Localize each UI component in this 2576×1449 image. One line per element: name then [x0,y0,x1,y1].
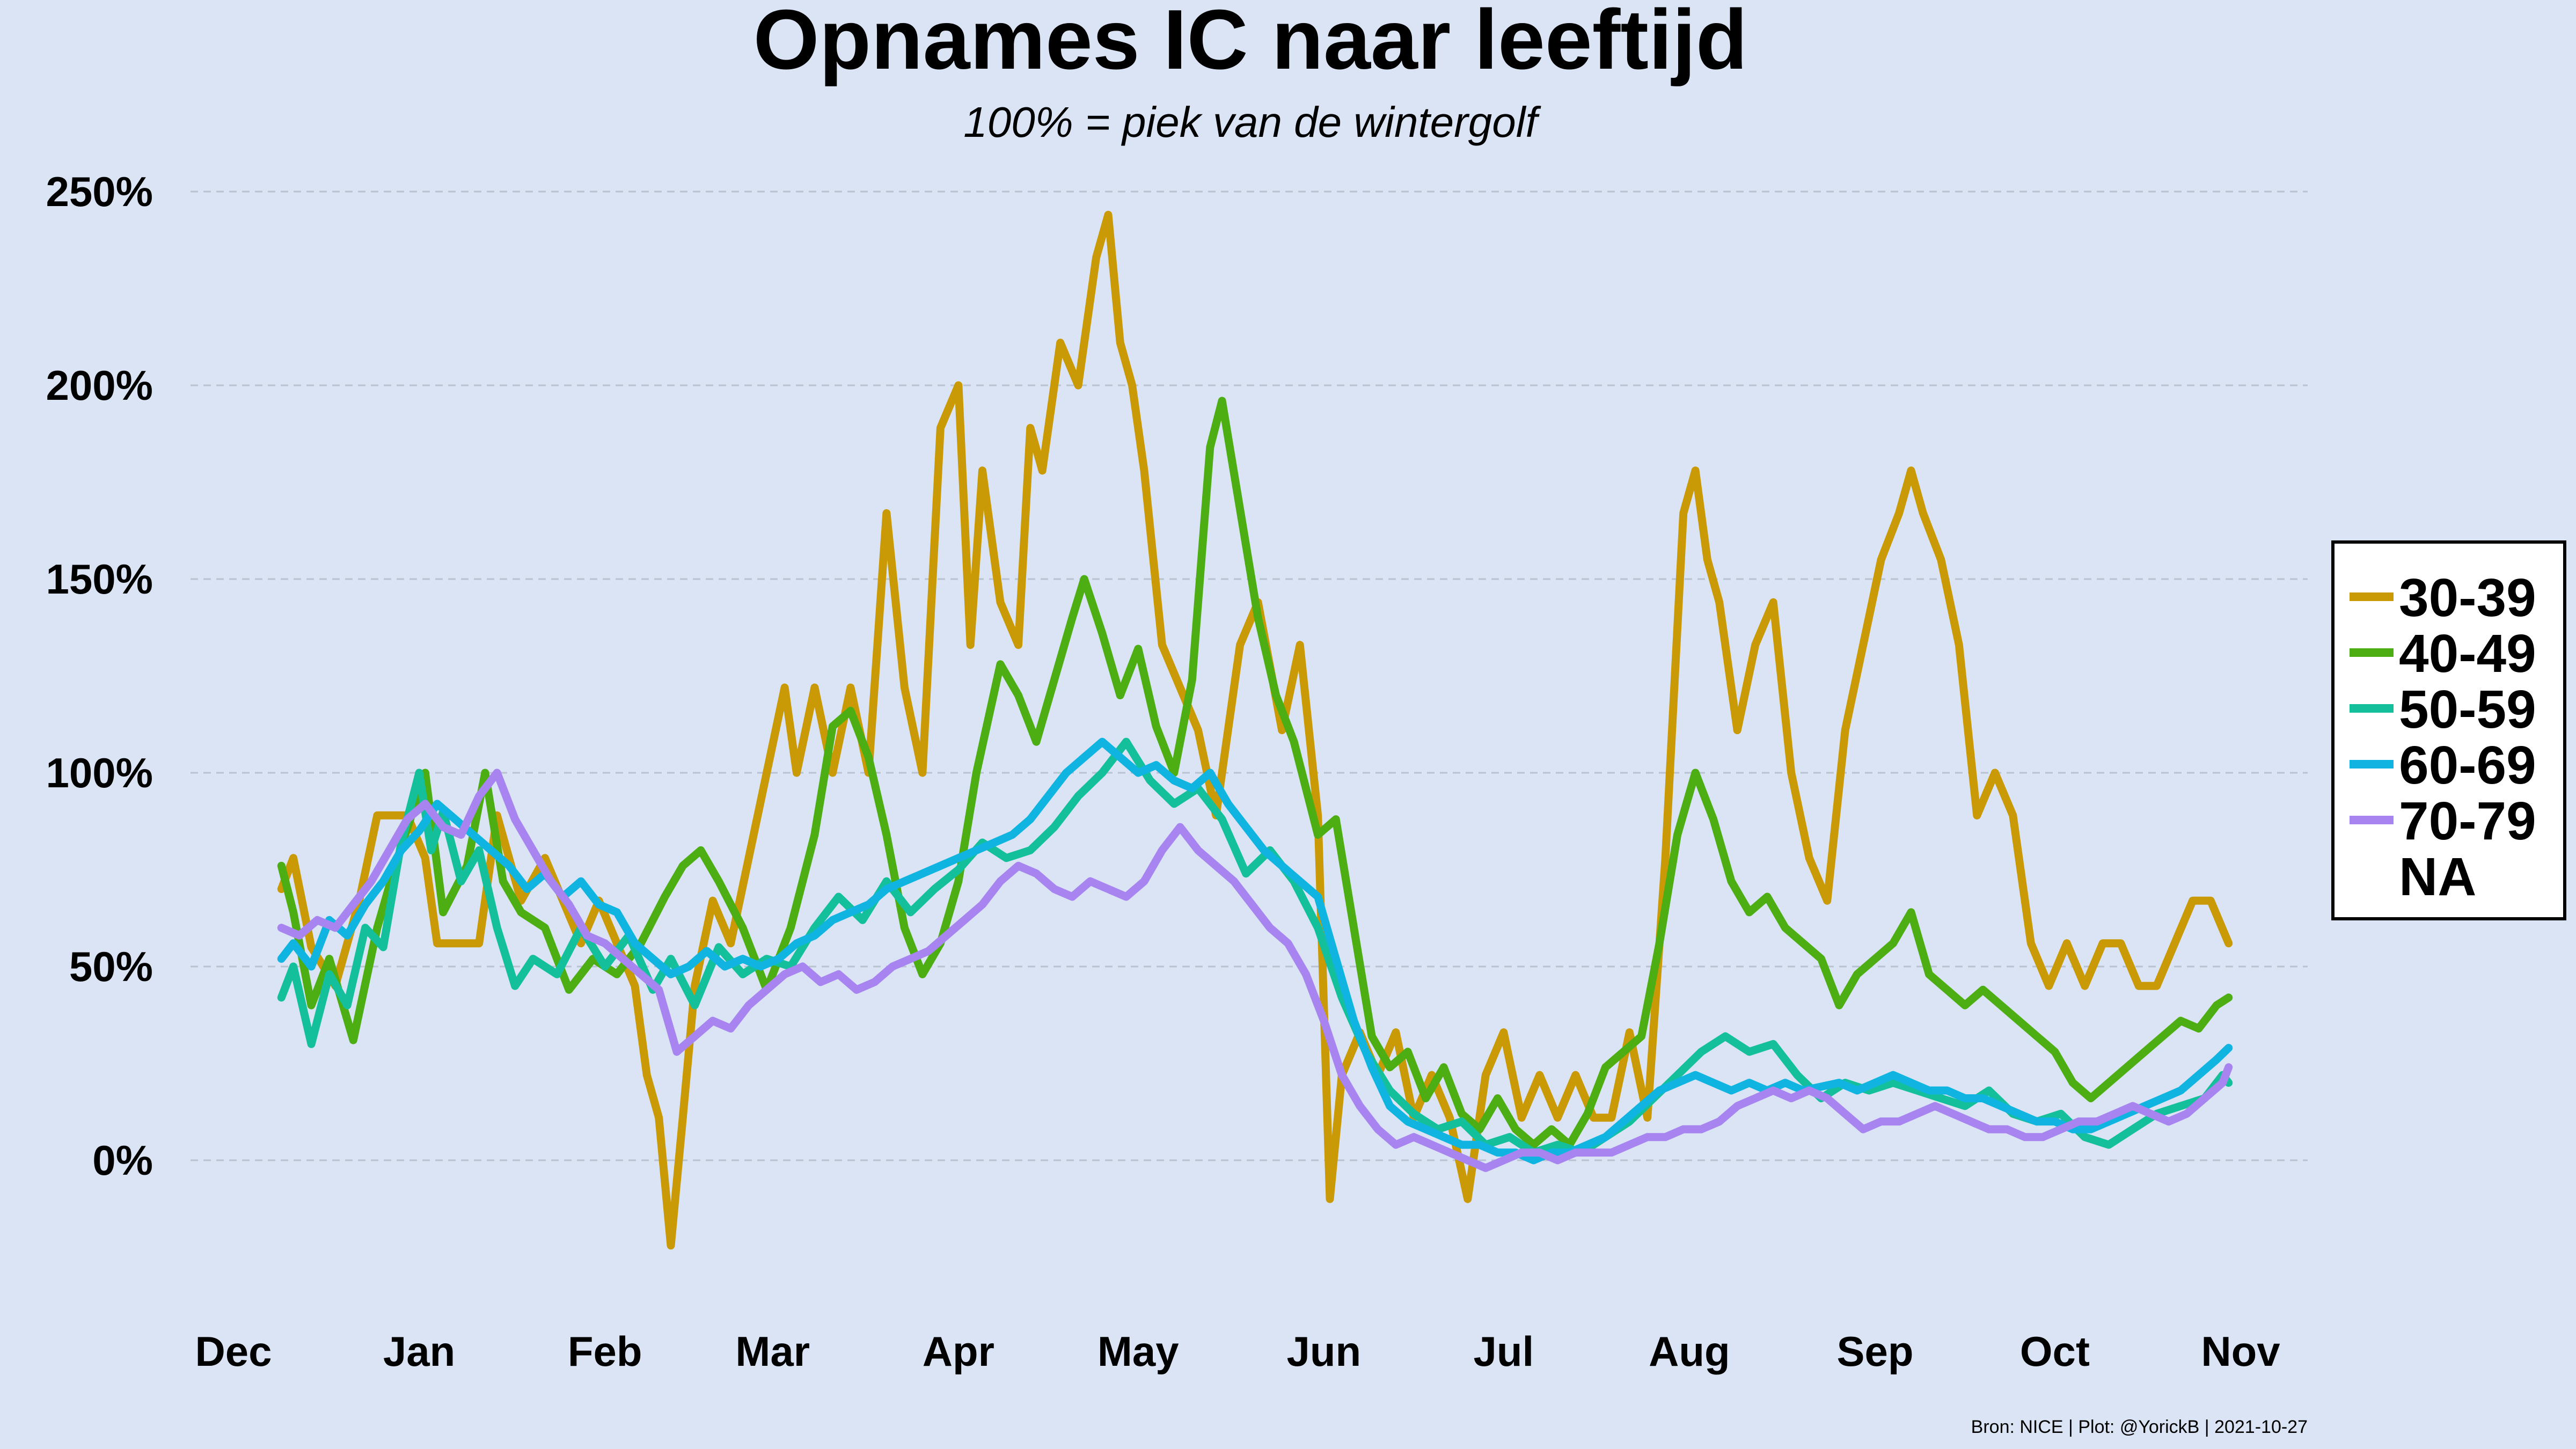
y-tick-label: 50% [69,943,153,990]
series-line-60-69 [277,737,2233,1165]
series-line-40-49 [277,397,2233,1149]
x-tick-label: Sep [1836,1328,1913,1375]
series-line-50-59 [277,737,2233,1157]
x-tick-label: Oct [2020,1328,2090,1375]
gridlines [191,191,2308,1161]
chart-subtitle: 100% = piek van de wintergolf [963,98,1541,146]
legend-label-50-59: 50-59 [2399,679,2536,740]
x-tick-label: May [1097,1328,1179,1375]
y-tick-label: 250% [46,168,153,215]
y-tick-label: 100% [46,749,153,796]
x-tick-label: Aug [1649,1328,1730,1375]
caption: Bron: NICE | Plot: @YorickB | 2021-10-27 [1971,1417,2308,1437]
y-tick-label: 150% [46,555,153,603]
legend-label-40-49: 40-49 [2399,624,2536,684]
x-tick-label: Feb [568,1328,642,1375]
x-tick-label: Mar [735,1328,810,1375]
y-axis-ticks: 0% 50% 100% 150% 200% 250% [46,168,153,1184]
legend-label-60-69: 60-69 [2399,735,2536,795]
x-tick-label: Jun [1287,1328,1362,1375]
legend-label-70-79: 70-79 [2399,791,2536,851]
x-tick-label: Apr [923,1328,994,1375]
series-line-30-39 [277,210,2233,1250]
legend-label-NA: NA [2399,847,2476,907]
x-axis-ticks: Dec Jan Feb Mar Apr May Jun Jul Aug Sep Oct Nov [195,1328,2280,1375]
series-line-70-79 [277,769,2233,1172]
legend-label-30-39: 30-39 [2399,568,2536,628]
chart-title: Opnames IC naar leeftijd [753,0,1748,87]
x-tick-label: Nov [2201,1328,2280,1375]
y-tick-label: 0% [92,1137,153,1184]
x-tick-label: Jul [1473,1328,1534,1375]
x-tick-label: Jan [383,1328,455,1375]
x-tick-label: Dec [195,1328,272,1375]
legend-box [2331,540,2566,920]
series-lines [277,210,2233,1250]
y-tick-label: 200% [46,362,153,409]
